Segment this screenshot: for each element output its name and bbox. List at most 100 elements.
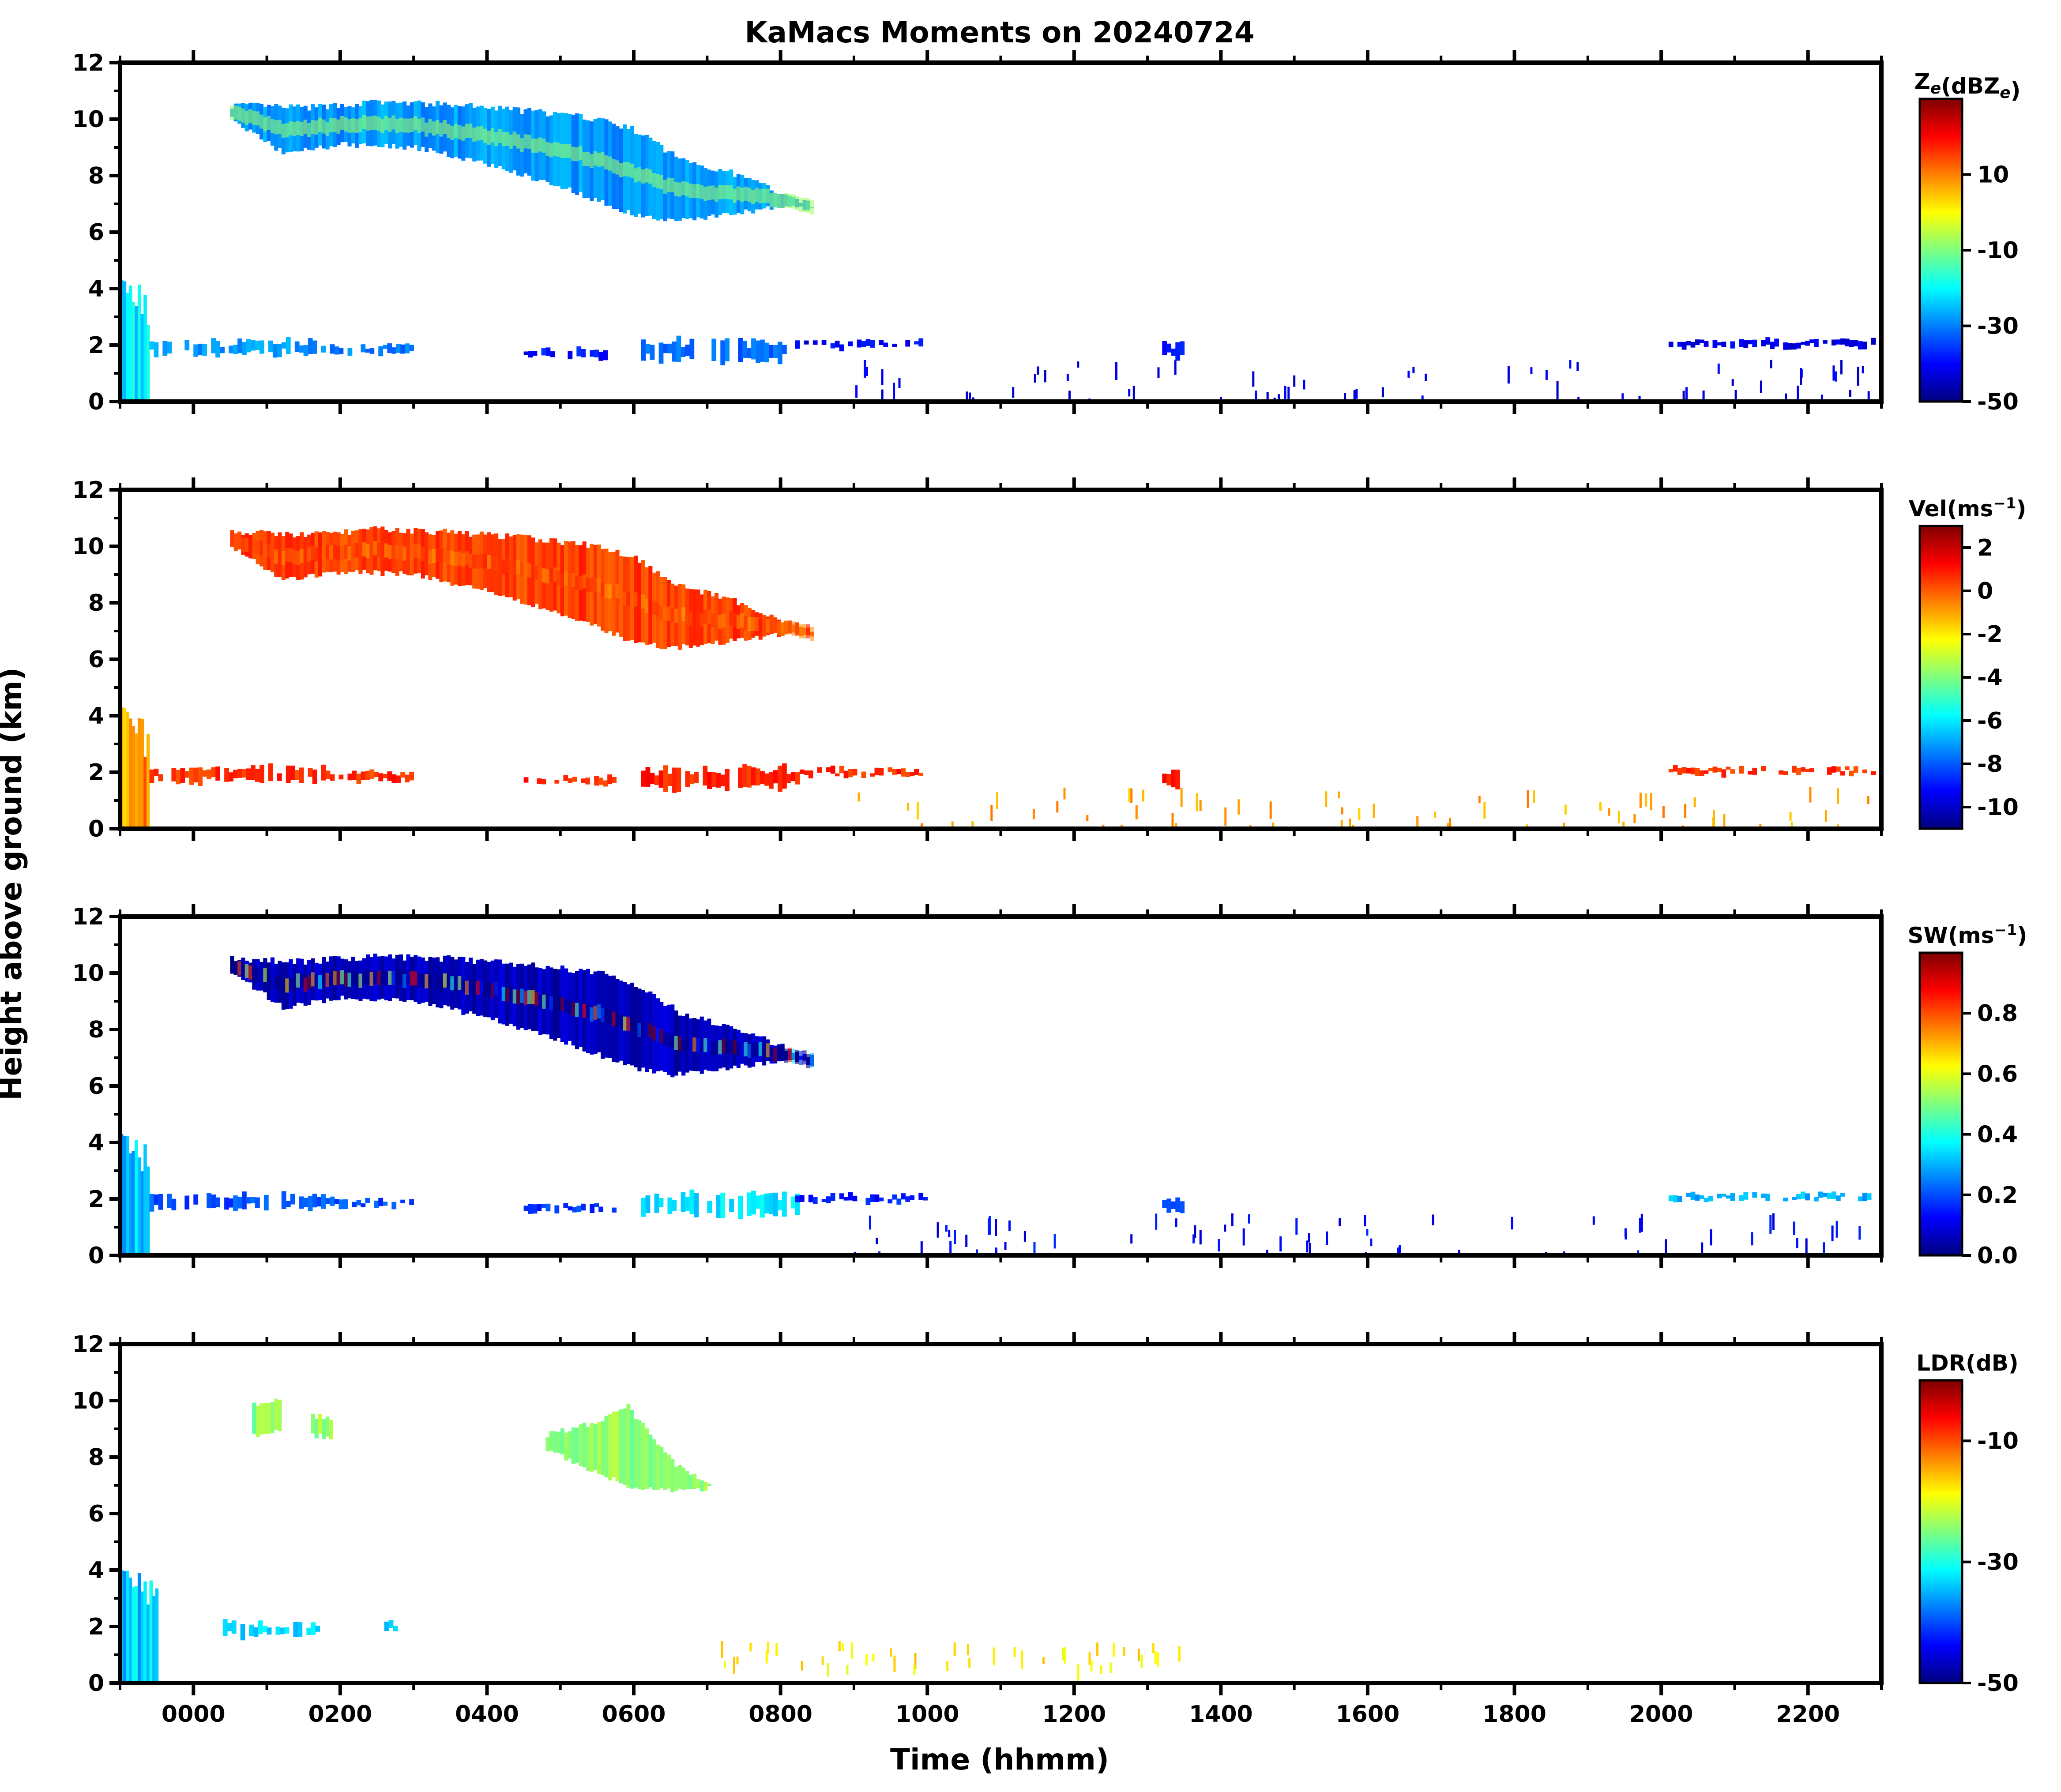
cloud-layer-cell (672, 341, 677, 362)
cloud-layer-cell (667, 1197, 673, 1214)
echo-core (267, 974, 271, 988)
echo-core (505, 558, 510, 573)
echo-core (241, 108, 245, 123)
echo-speckle (1068, 391, 1071, 402)
x-tick-label: 0400 (455, 1701, 519, 1728)
echo-core (414, 544, 418, 558)
cloud-layer-cell (892, 769, 897, 775)
echo-column (564, 1432, 568, 1461)
echo-core (377, 542, 381, 557)
cloud-layer-cell (843, 1197, 849, 1201)
cloud-layer-cell (312, 340, 317, 354)
cloud-layer-cell (541, 348, 546, 356)
echo-speckle (1734, 390, 1737, 402)
echo-core (244, 110, 249, 125)
echo-core (501, 131, 506, 146)
echo-speckle (1090, 1661, 1093, 1672)
cloud-layer-cell (888, 1199, 893, 1204)
low-cloud-column (126, 711, 129, 829)
colorbar-title: LDR(dB) (1916, 1350, 2018, 1376)
low-cloud-column (132, 302, 135, 402)
echo-speckle (1665, 1239, 1667, 1255)
cloud-layer-cell (799, 769, 805, 774)
echo-core (314, 974, 319, 989)
echo-core (447, 124, 451, 138)
cloud-layer-cell (1726, 1195, 1731, 1199)
cloud-layer-cell (654, 775, 659, 785)
echo-speckle (1279, 1236, 1282, 1252)
echo-core (619, 589, 623, 604)
cloud-layer-cell (1770, 342, 1775, 349)
echo-core (329, 118, 333, 132)
echo-speckle (1309, 1243, 1311, 1255)
echo-core (292, 122, 297, 136)
cloud-layer-cell (1779, 770, 1783, 775)
cloud-layer-cell (251, 340, 256, 351)
echo-core (725, 1040, 730, 1055)
echo-core (773, 618, 778, 632)
echo-speckle (948, 1230, 951, 1237)
echo-core (377, 971, 381, 985)
echo-core (645, 599, 649, 613)
echo-core (274, 120, 278, 135)
cloud-layer-cell (263, 1195, 269, 1211)
cloud-layer-cell (290, 1194, 295, 1205)
cloud-layer-cell (1818, 1191, 1823, 1198)
cloud-layer-cell (378, 346, 384, 357)
echo-core (256, 111, 260, 126)
echo-speckle (1831, 1225, 1834, 1241)
echo-core (436, 120, 440, 134)
figure-title: KaMacs Moments on 20240724 (745, 15, 1254, 49)
x-tick-label: 1800 (1482, 1701, 1546, 1728)
colorbar-tick-label: -30 (1977, 1549, 2019, 1576)
cloud-layer-cell (396, 344, 401, 353)
echo-speckle (1199, 1230, 1202, 1245)
echo-core (303, 550, 308, 564)
cloud-layer-cell (149, 769, 154, 783)
echo-core (696, 611, 700, 625)
echo-core (300, 974, 304, 988)
cloud-layer-cell (1853, 340, 1858, 346)
cloud-layer-cell (356, 1200, 361, 1206)
cloud-layer-cell (260, 765, 264, 783)
echo-speckle (1824, 810, 1827, 822)
echo-speckle (920, 1241, 923, 1255)
echo-core (476, 554, 480, 569)
echo-core (531, 565, 535, 579)
echo-core (516, 560, 521, 574)
cloud-layer-cell (330, 344, 335, 354)
echo-patch (314, 1419, 319, 1439)
cloud-layer-cell (918, 773, 924, 776)
echo-core (527, 135, 531, 149)
cloud-layer-cell (1805, 341, 1810, 346)
cloud-layer-cell (365, 349, 370, 353)
low-cloud-column (126, 293, 129, 402)
echo-core (395, 969, 399, 984)
cloud-layer-cell (1831, 1191, 1836, 1199)
echo-core (549, 567, 553, 582)
echo-core (402, 974, 407, 988)
cloud-layer-cell (1677, 342, 1682, 347)
echo-speckle (916, 802, 919, 820)
echo-core (384, 543, 388, 558)
cloud-layer-cell (1162, 774, 1167, 783)
echo-core (538, 994, 542, 1009)
echo-core (557, 571, 561, 585)
cloud-layer-cell (1844, 338, 1850, 346)
cloud-layer-cell (207, 769, 211, 780)
echo-core (366, 544, 370, 559)
echo-speckle (1608, 808, 1610, 816)
cloud-layer-cell (352, 770, 357, 780)
low-cloud-column (132, 726, 135, 829)
echo-core (307, 975, 312, 990)
cloud-layer-cell (1721, 1194, 1726, 1197)
low-cloud-column (155, 1588, 159, 1683)
colorbar (1918, 1379, 1963, 1684)
echo-core (666, 1033, 671, 1047)
echo-speckle (1033, 1242, 1036, 1255)
echo-core (601, 582, 605, 597)
echo-column (663, 1452, 667, 1490)
echo-speckle (1109, 1662, 1112, 1673)
y-tick-label: 0 (88, 1670, 104, 1697)
echo-core (274, 549, 278, 564)
